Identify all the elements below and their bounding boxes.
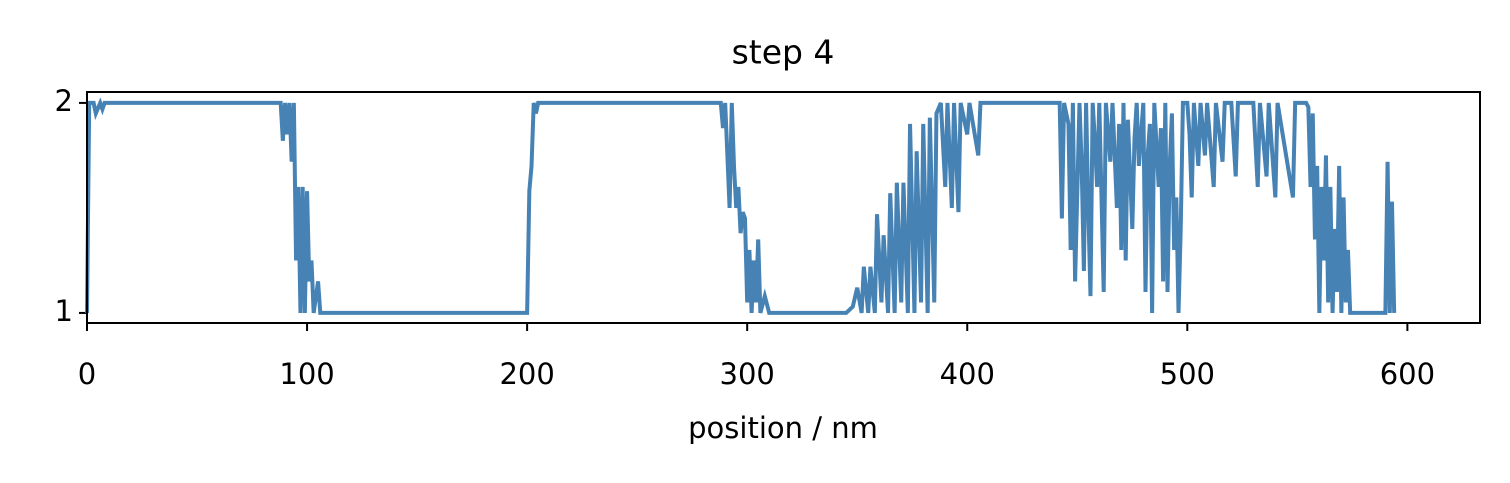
x-tick-label: 0	[78, 357, 96, 391]
y-tick-label: 1	[55, 294, 73, 328]
chart-title: step 4	[732, 33, 835, 72]
y-tick-label: 2	[55, 84, 73, 118]
x-axis-label: position / nm	[688, 411, 878, 445]
x-tick-label: 100	[279, 357, 334, 391]
x-tick-label: 400	[940, 357, 995, 391]
data-line	[85, 97, 1397, 315]
x-tick-label: 600	[1380, 357, 1435, 391]
plot-frame	[86, 91, 1481, 324]
x-tick-label: 500	[1160, 357, 1215, 391]
x-tick-label: 300	[720, 357, 775, 391]
x-tick-label: 200	[499, 357, 554, 391]
